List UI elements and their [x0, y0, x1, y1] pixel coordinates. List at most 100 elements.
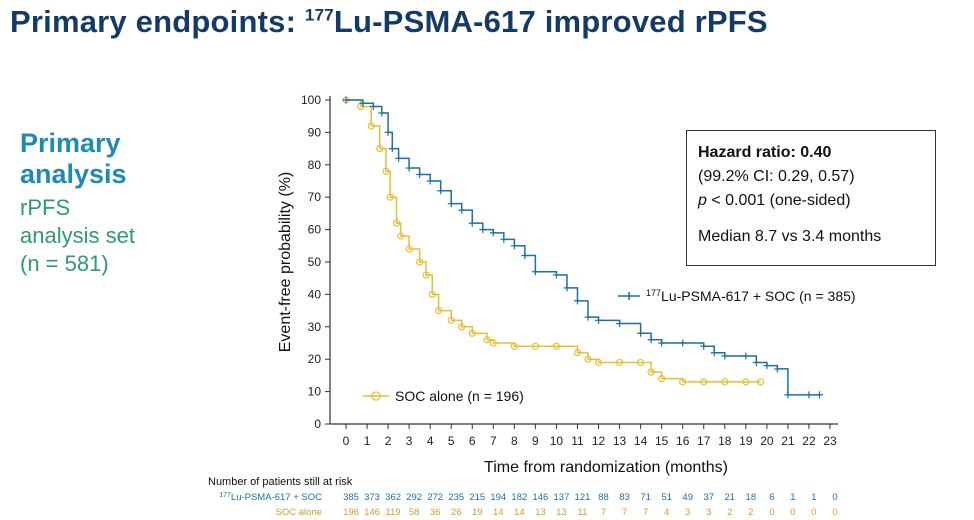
x-tick-label: 8 [511, 434, 518, 448]
risk-count: 83 [619, 492, 630, 503]
risk-count: 2 [727, 507, 732, 518]
x-tick-label: 10 [550, 434, 564, 448]
y-tick-label: 0 [314, 417, 321, 431]
soc-censor-marker [510, 342, 518, 350]
soc-censor-marker [700, 378, 708, 386]
risk-row-label: 177Lu-PSMA-617 + SOC [219, 492, 322, 503]
risk-count: 58 [409, 507, 420, 518]
risk-count: 14 [514, 507, 525, 518]
soc-censor-marker [483, 336, 491, 344]
lu-psma-censor-marker [479, 226, 487, 234]
x-tick-label: 13 [613, 434, 627, 448]
lu-psma-censor-marker [710, 349, 718, 357]
lu-psma-censor-marker [384, 128, 392, 136]
risk-count: 7 [622, 507, 627, 518]
hazard-ratio-box: Hazard ratio: 0.40 (99.2% CI: 0.29, 0.57… [686, 130, 936, 266]
soc-censor-marker [584, 355, 592, 363]
soc-legend-label: SOC alone (n = 196) [395, 388, 524, 404]
risk-count: 0 [832, 492, 837, 503]
risk-count: 2 [748, 507, 753, 518]
lu-psma-censor-marker [378, 109, 386, 117]
lu-psma-censor-marker [637, 329, 645, 337]
soc-censor-marker [647, 368, 655, 376]
y-tick-label: 50 [308, 255, 322, 269]
risk-row-label: SOC alone [276, 507, 322, 518]
risk-count: 13 [556, 507, 567, 518]
lu-psma-legend-marker [618, 292, 640, 300]
soc-censor-marker [531, 342, 539, 350]
y-tick-label: 40 [308, 287, 322, 301]
risk-count: 14 [493, 507, 504, 518]
soc-censor-marker [376, 145, 384, 153]
analysis-set-label: rPFS analysis set (n = 581) [20, 195, 135, 276]
risk-count: 37 [703, 492, 714, 503]
soc-censor-marker [428, 290, 436, 298]
risk-count: 1 [790, 492, 795, 503]
lu-psma-censor-marker [500, 235, 508, 243]
soc-censor-marker [552, 342, 561, 350]
risk-count: 0 [811, 507, 816, 518]
x-tick-label: 21 [781, 434, 795, 448]
soc-censor-marker [756, 378, 765, 386]
risk-count: 373 [364, 492, 380, 503]
soc-censor-marker [367, 122, 375, 130]
y-axis-title: Event-free probability (%) [277, 172, 294, 353]
lu-psma-censor-marker [510, 242, 518, 250]
x-tick-label: 23 [823, 434, 837, 448]
lu-psma-censor-marker [531, 268, 539, 276]
lu-psma-censor-marker [447, 200, 455, 208]
risk-count: 21 [724, 492, 735, 503]
x-tick-label: 7 [490, 434, 497, 448]
lu-psma-censor-marker [584, 313, 592, 321]
risk-count: 146 [364, 507, 380, 518]
lu-psma-censor-marker [700, 342, 708, 350]
x-tick-label: 22 [802, 434, 816, 448]
risk-count: 385 [343, 492, 359, 503]
lu-psma-censor-marker [752, 358, 760, 366]
lu-psma-censor-marker [388, 145, 396, 153]
x-tick-label: 4 [427, 434, 434, 448]
lu-psma-censor-marker [815, 391, 823, 399]
lu-psma-line [346, 99, 820, 396]
x-tick-label: 20 [760, 434, 774, 448]
soc-censor-marker [658, 375, 666, 383]
soc-censor-marker [489, 339, 497, 347]
x-tick-label: 1 [364, 434, 371, 448]
lu-psma-censor-marker [763, 362, 771, 370]
soc-censor-marker [392, 219, 401, 227]
risk-count: 11 [578, 507, 588, 518]
risk-count: 0 [790, 507, 795, 518]
y-tick-label: 10 [308, 385, 322, 399]
x-tick-label: 18 [718, 434, 732, 448]
lu-psma-censor-marker [426, 177, 434, 185]
y-tick-label: 30 [308, 320, 322, 334]
analysis-panel: Primary analysis rPFS analysis set (n = … [20, 128, 180, 278]
x-tick-label: 14 [634, 434, 648, 448]
lu-psma-censor-marker [679, 339, 687, 347]
lu-psma-censor-marker [773, 365, 781, 373]
risk-count: 362 [385, 492, 401, 503]
risk-count: 3 [685, 507, 690, 518]
lu-psma-censor-marker [742, 352, 750, 360]
soc-alone-line [346, 99, 761, 383]
soc-censor-marker [416, 258, 424, 266]
soc-censor-marker [447, 316, 455, 324]
soc-censor-marker [422, 271, 430, 279]
y-tick-label: 90 [308, 125, 322, 139]
risk-count: 119 [386, 507, 401, 518]
lu-psma-censor-marker [359, 99, 367, 107]
y-tick-label: 70 [308, 190, 322, 204]
risk-count: 121 [575, 492, 591, 503]
x-tick-label: 15 [655, 434, 669, 448]
x-tick-label: 5 [448, 434, 455, 448]
risk-count: 26 [451, 507, 462, 518]
soc-censor-marker [434, 307, 443, 315]
lu-psma-censor-marker [405, 164, 413, 172]
lu-psma-censor-marker [647, 336, 655, 344]
risk-count: 4 [664, 507, 669, 518]
lu-psma-censor-marker [395, 154, 403, 162]
lu-psma-censor-marker [805, 391, 813, 399]
risk-count: 7 [601, 507, 606, 518]
risk-count: 194 [490, 492, 506, 503]
soc-censor-marker [637, 358, 645, 367]
